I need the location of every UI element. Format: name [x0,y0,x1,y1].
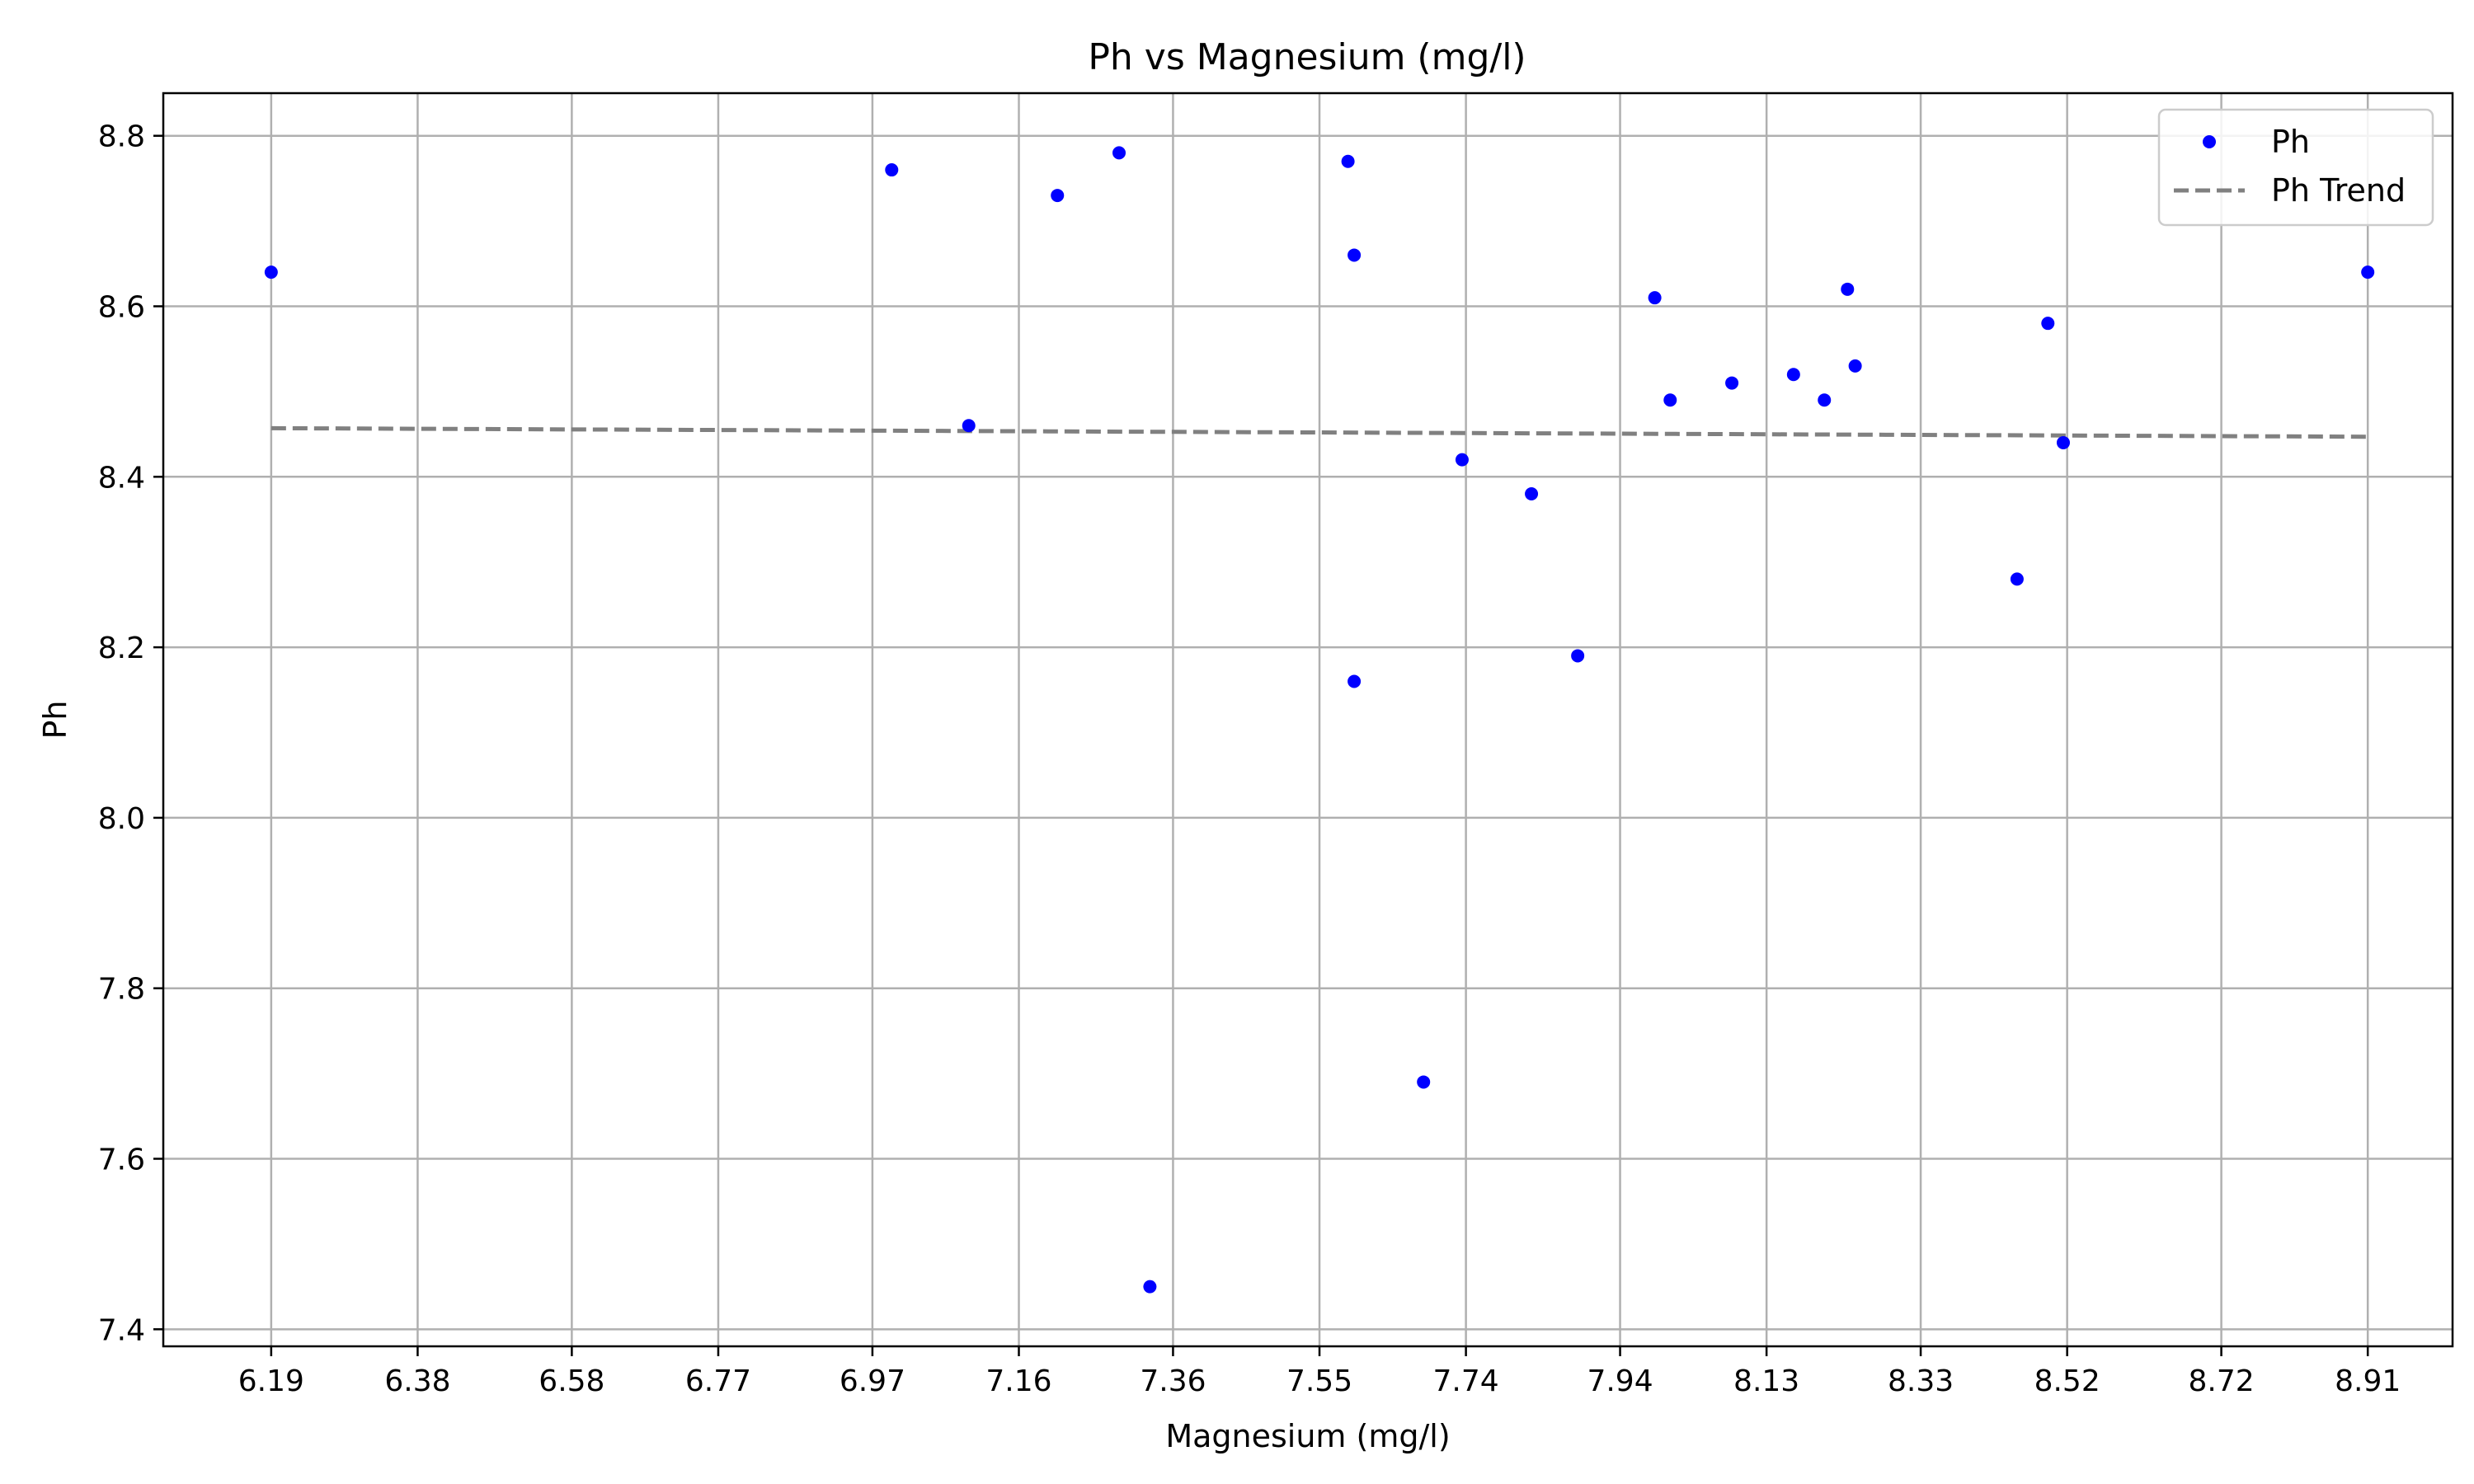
x-tick-label: 8.72 [2189,1364,2255,1398]
data-point [1143,1280,1157,1294]
x-axis-label: Magnesium (mg/l) [1165,1418,1450,1454]
trend-line [270,425,2368,439]
y-tick-label: 8.0 [98,802,145,836]
y-tick-label: 8.4 [98,461,145,495]
data-point [1525,486,1539,500]
data-point [1818,393,1832,407]
data-point [1417,1075,1431,1089]
data-point [1112,146,1126,160]
data-point [1571,649,1585,663]
x-tick-label: 6.58 [539,1364,604,1398]
x-tick-label: 7.36 [1140,1364,1206,1398]
x-axis-ticks: 6.19 6.38 6.58 6.77 6.97 7.16 7.36 7.55 7.74 7.94… [238,1346,2401,1398]
data-point [2041,317,2055,331]
data-point [2010,572,2024,586]
data-point [1455,453,1469,467]
y-tick-label: 7.4 [98,1313,145,1347]
plot-frame [162,92,2454,1348]
legend-label-ph: Ph [2271,124,2310,160]
x-tick-label: 7.55 [1286,1364,1352,1398]
x-tick-label: 7.94 [1587,1364,1653,1398]
legend-marker-ph [2203,135,2216,148]
grid [163,93,2453,1346]
y-axis-label: Ph [37,701,73,740]
data-point [1341,154,1355,168]
legend-label-ph-trend: Ph Trend [2271,172,2406,209]
x-tick-label: 7.16 [985,1364,1051,1398]
data-point [1786,368,1800,382]
data-point [264,265,278,279]
x-tick-label: 6.77 [685,1364,751,1398]
y-tick-label: 8.8 [98,120,145,154]
y-tick-label: 8.2 [98,632,145,665]
x-tick-label: 6.19 [238,1364,304,1398]
y-tick-label: 8.6 [98,291,145,325]
data-point [2361,265,2375,279]
data-point [1648,291,1662,305]
data-point [1848,359,1862,373]
x-tick-label: 8.52 [2034,1364,2100,1398]
data-point [1051,189,1065,203]
x-tick-label: 6.38 [384,1364,450,1398]
legend-box [2157,108,2434,227]
data-point [2056,435,2070,449]
data-point [1841,282,1855,296]
x-tick-label: 8.13 [1733,1364,1799,1398]
legend: Ph Ph Trend [2157,108,2434,227]
chart-title: Ph vs Magnesium (mg/l) [1088,36,1526,78]
y-tick-label: 7.6 [98,1144,145,1177]
x-tick-label: 8.33 [1888,1364,1954,1398]
data-point [962,419,976,433]
data-point [1348,674,1362,688]
y-tick-label: 7.8 [98,973,145,1007]
data-point [1348,248,1362,262]
x-tick-label: 7.74 [1433,1364,1499,1398]
data-point [1725,376,1739,390]
x-tick-label: 8.91 [2335,1364,2401,1398]
scatter-points [264,146,2375,1294]
data-point [1663,393,1677,407]
x-tick-label: 6.97 [840,1364,905,1398]
trend-line-group [270,425,2368,439]
y-axis-ticks: 7.4 7.6 7.8 8.0 8.2 8.4 8.6 8.8 [98,120,163,1347]
data-point [885,163,899,177]
